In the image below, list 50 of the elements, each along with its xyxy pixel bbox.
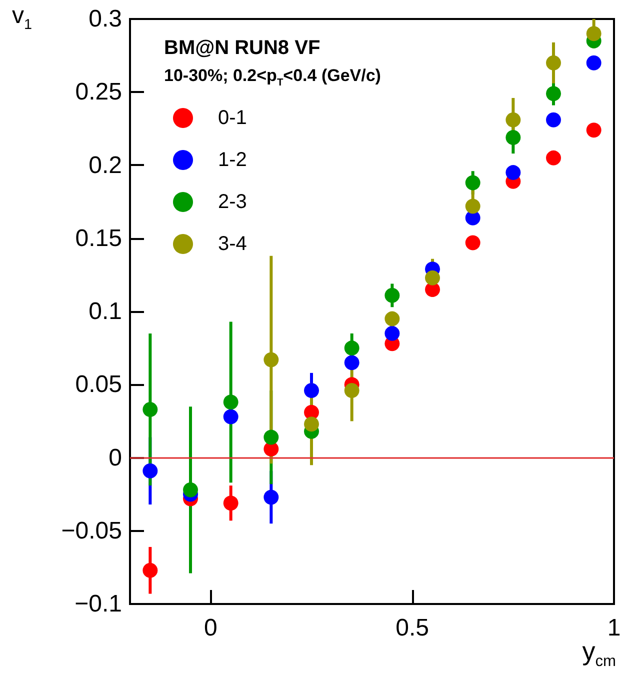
- point: [506, 130, 521, 145]
- point: [465, 175, 480, 190]
- point: [384, 288, 400, 303]
- point: [304, 382, 319, 398]
- point: [344, 355, 360, 370]
- x-tick-label: 0: [204, 614, 218, 642]
- point: [506, 165, 521, 180]
- legend-label: 2-3: [218, 191, 247, 213]
- point: [586, 55, 602, 70]
- point: [546, 150, 561, 166]
- annotation: BM@N RUN8 VF: [164, 37, 320, 60]
- point: [183, 482, 198, 498]
- y-tick-label: −0.05: [61, 517, 122, 544]
- y-tick-label: 0.05: [75, 371, 122, 398]
- y-tick-label: −0.1: [74, 590, 122, 618]
- point: [384, 311, 400, 326]
- point: [264, 430, 279, 445]
- y-tick-label: 0: [108, 444, 122, 472]
- point: [465, 198, 480, 214]
- y-tick-label: 0.2: [88, 152, 122, 179]
- legend-label: 3-4: [218, 233, 247, 255]
- point: [344, 340, 360, 356]
- point: [586, 122, 602, 138]
- point: [264, 352, 279, 368]
- y-tick-label: 0.15: [75, 224, 122, 252]
- point: [264, 490, 279, 505]
- point: [304, 416, 319, 432]
- point: [344, 382, 360, 398]
- point: [546, 86, 561, 102]
- legend-label: 1-2: [218, 149, 247, 171]
- y-axis-title: v$_{1}$: [12, 2, 32, 33]
- point: [586, 26, 602, 42]
- point: [546, 112, 561, 128]
- x-tick-label: 0.5: [396, 614, 430, 642]
- point: [425, 270, 440, 286]
- point: [465, 235, 480, 250]
- point: [506, 112, 521, 128]
- point: [223, 496, 238, 511]
- point: [142, 402, 158, 417]
- annotation: 10-30%; 0.2<p$_{T}$<0.4 (GeV/c): [164, 66, 381, 88]
- y-tick-label: 0.25: [75, 78, 122, 106]
- point: [546, 55, 561, 70]
- y-tick-label: 0.1: [88, 298, 122, 325]
- point: [384, 326, 400, 341]
- point: [223, 409, 238, 424]
- legend-label: 0-1: [218, 107, 247, 129]
- point: [223, 394, 238, 410]
- y-tick-label: 0.3: [88, 6, 122, 32]
- point: [142, 562, 158, 578]
- point: [142, 463, 158, 478]
